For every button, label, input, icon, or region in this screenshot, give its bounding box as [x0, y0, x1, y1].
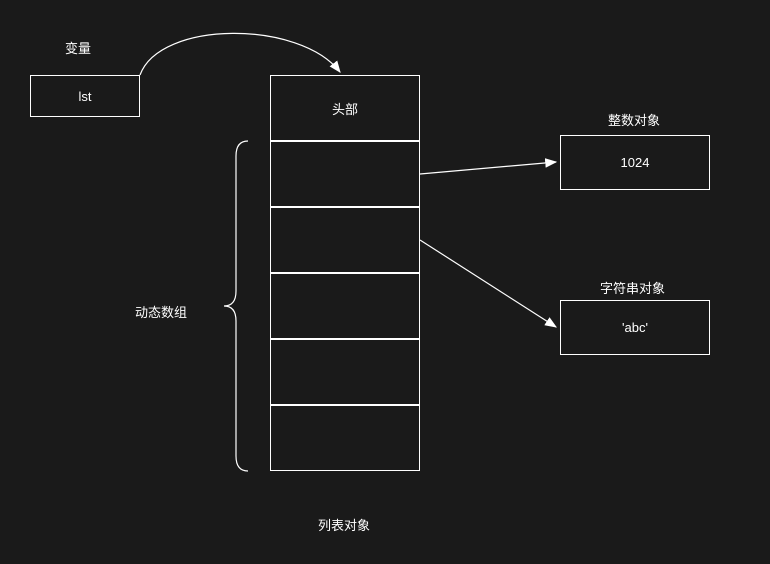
label-list-object: 列表对象	[318, 515, 370, 534]
label-dynamic-array: 动态数组	[135, 302, 187, 321]
variable-box-lst: lst	[30, 75, 140, 117]
int-value: 1024	[621, 155, 650, 170]
label-int-object: 整数对象	[608, 110, 660, 129]
label-string-object: 字符串对象	[600, 278, 665, 297]
list-head-box: 头部	[270, 75, 420, 141]
array-cell	[270, 339, 420, 405]
variable-name: lst	[79, 89, 92, 104]
int-object-box: 1024	[560, 135, 710, 190]
label-variable: 变量	[65, 38, 91, 57]
array-cell	[270, 273, 420, 339]
array-cell	[270, 207, 420, 273]
head-label: 头部	[332, 99, 358, 118]
string-value: 'abc'	[622, 320, 648, 335]
array-cell	[270, 405, 420, 471]
array-cell	[270, 141, 420, 207]
string-object-box: 'abc'	[560, 300, 710, 355]
